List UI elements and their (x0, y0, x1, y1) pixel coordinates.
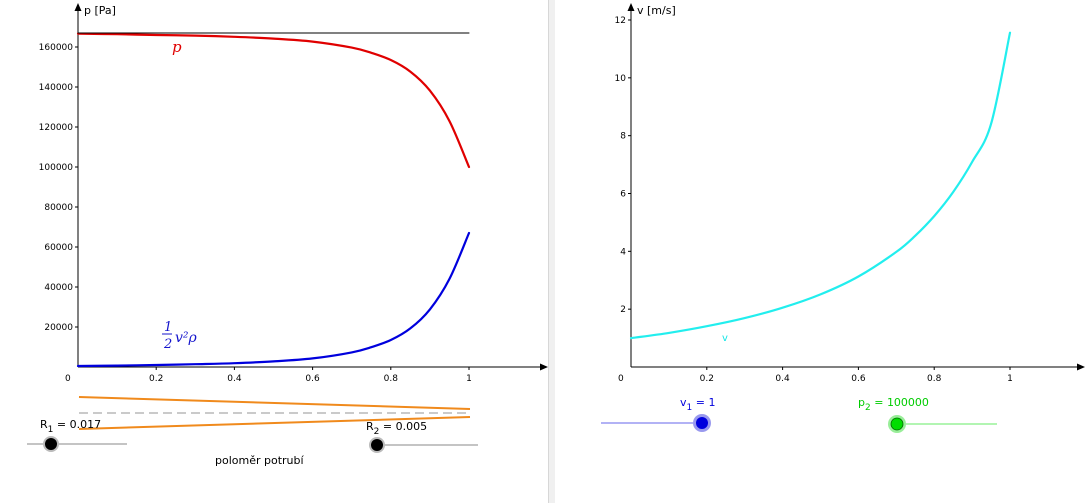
left-y-axis-label: p [Pa] (84, 4, 116, 17)
pipe-caption: poloměr potrubí (215, 454, 305, 467)
pipe-bottom-wall (78, 416, 471, 430)
pressure-chart-axes (74, 3, 548, 371)
pressure-chart: 0.2 0.4 0.6 0.8 1200004000060000800001000001… (27, 3, 548, 467)
y-tick-label: 60000 (44, 243, 73, 253)
y-tick-label: 12 (615, 16, 626, 26)
y-tick-label: 80000 (44, 203, 73, 213)
y-tick-label: 40000 (44, 283, 73, 293)
slider-r2[interactable]: R2 = 0.005 (366, 420, 478, 453)
slider-v1-label: v1 = 1 (680, 396, 715, 413)
dynamic-pressure-label: 1 2 v²ρ (162, 320, 198, 352)
pipe-top-wall (78, 396, 471, 410)
pipe-diagram (78, 396, 471, 430)
slider-r1-handle[interactable] (45, 438, 57, 450)
dyn-formula-rest: v²ρ (175, 330, 198, 346)
y-axis-arrow (74, 3, 82, 11)
slider-p2-handle[interactable] (890, 417, 904, 431)
y-tick-label: 4 (620, 247, 626, 257)
y-tick-label: 160000 (39, 43, 74, 53)
slider-p2-label: p2 = 100000 (858, 396, 929, 413)
x-axis-arrow (1077, 363, 1085, 371)
left-series-line-1 (76, 231, 471, 368)
x-tick-label: 1 (1007, 374, 1013, 384)
velocity-chart-series (629, 31, 1012, 340)
x-tick-label: 0.2 (149, 374, 163, 384)
y-axis-arrow (627, 3, 635, 11)
y-tick-label: 2 (620, 305, 626, 315)
panel-divider[interactable] (548, 0, 555, 503)
right-origin-label: 0 (618, 374, 624, 384)
y-tick-label: 140000 (39, 83, 74, 93)
y-tick-label: 100000 (39, 163, 74, 173)
right-series-line-0 (629, 31, 1012, 340)
p-curve-label: p (172, 38, 182, 56)
dyn-fraction-denominator: 2 (163, 337, 172, 352)
slider-v1[interactable]: v1 = 1 (601, 396, 715, 432)
slider-r2-label: R2 = 0.005 (366, 420, 427, 437)
x-tick-label: 0.8 (384, 374, 399, 384)
x-tick-label: 0.8 (927, 374, 942, 384)
y-tick-label: 120000 (39, 123, 74, 133)
left-origin-label: 0 (65, 374, 71, 384)
y-tick-label: 20000 (44, 323, 73, 333)
slider-p2[interactable]: p2 = 100000 (858, 396, 997, 433)
velocity-chart-axes (627, 3, 1085, 371)
slider-r1-label: R1 = 0.017 (40, 418, 101, 435)
x-tick-label: 0.6 (851, 374, 866, 384)
x-tick-label: 0.4 (775, 374, 790, 384)
x-tick-label: 0.6 (305, 374, 320, 384)
pressure-chart-ticks: 0.2 0.4 0.6 0.8 1200004000060000800001000001… (39, 43, 472, 384)
x-axis-arrow (540, 363, 548, 371)
y-tick-label: 8 (620, 132, 626, 142)
y-tick-label: 6 (620, 190, 626, 200)
slider-v1-handle[interactable] (696, 417, 708, 429)
x-tick-label: 1 (466, 374, 472, 384)
y-tick-label: 10 (615, 74, 627, 84)
x-tick-label: 0.2 (700, 374, 714, 384)
v-curve-label: v (722, 333, 728, 344)
slider-r2-handle[interactable] (371, 439, 383, 451)
dyn-fraction-numerator: 1 (164, 320, 172, 335)
left-series-line-0 (76, 32, 471, 169)
slider-r1[interactable]: R1 = 0.017 (27, 418, 127, 452)
right-y-axis-label: v [m/s] (637, 4, 676, 17)
pressure-chart-series (76, 32, 471, 368)
x-tick-label: 0.4 (227, 374, 242, 384)
